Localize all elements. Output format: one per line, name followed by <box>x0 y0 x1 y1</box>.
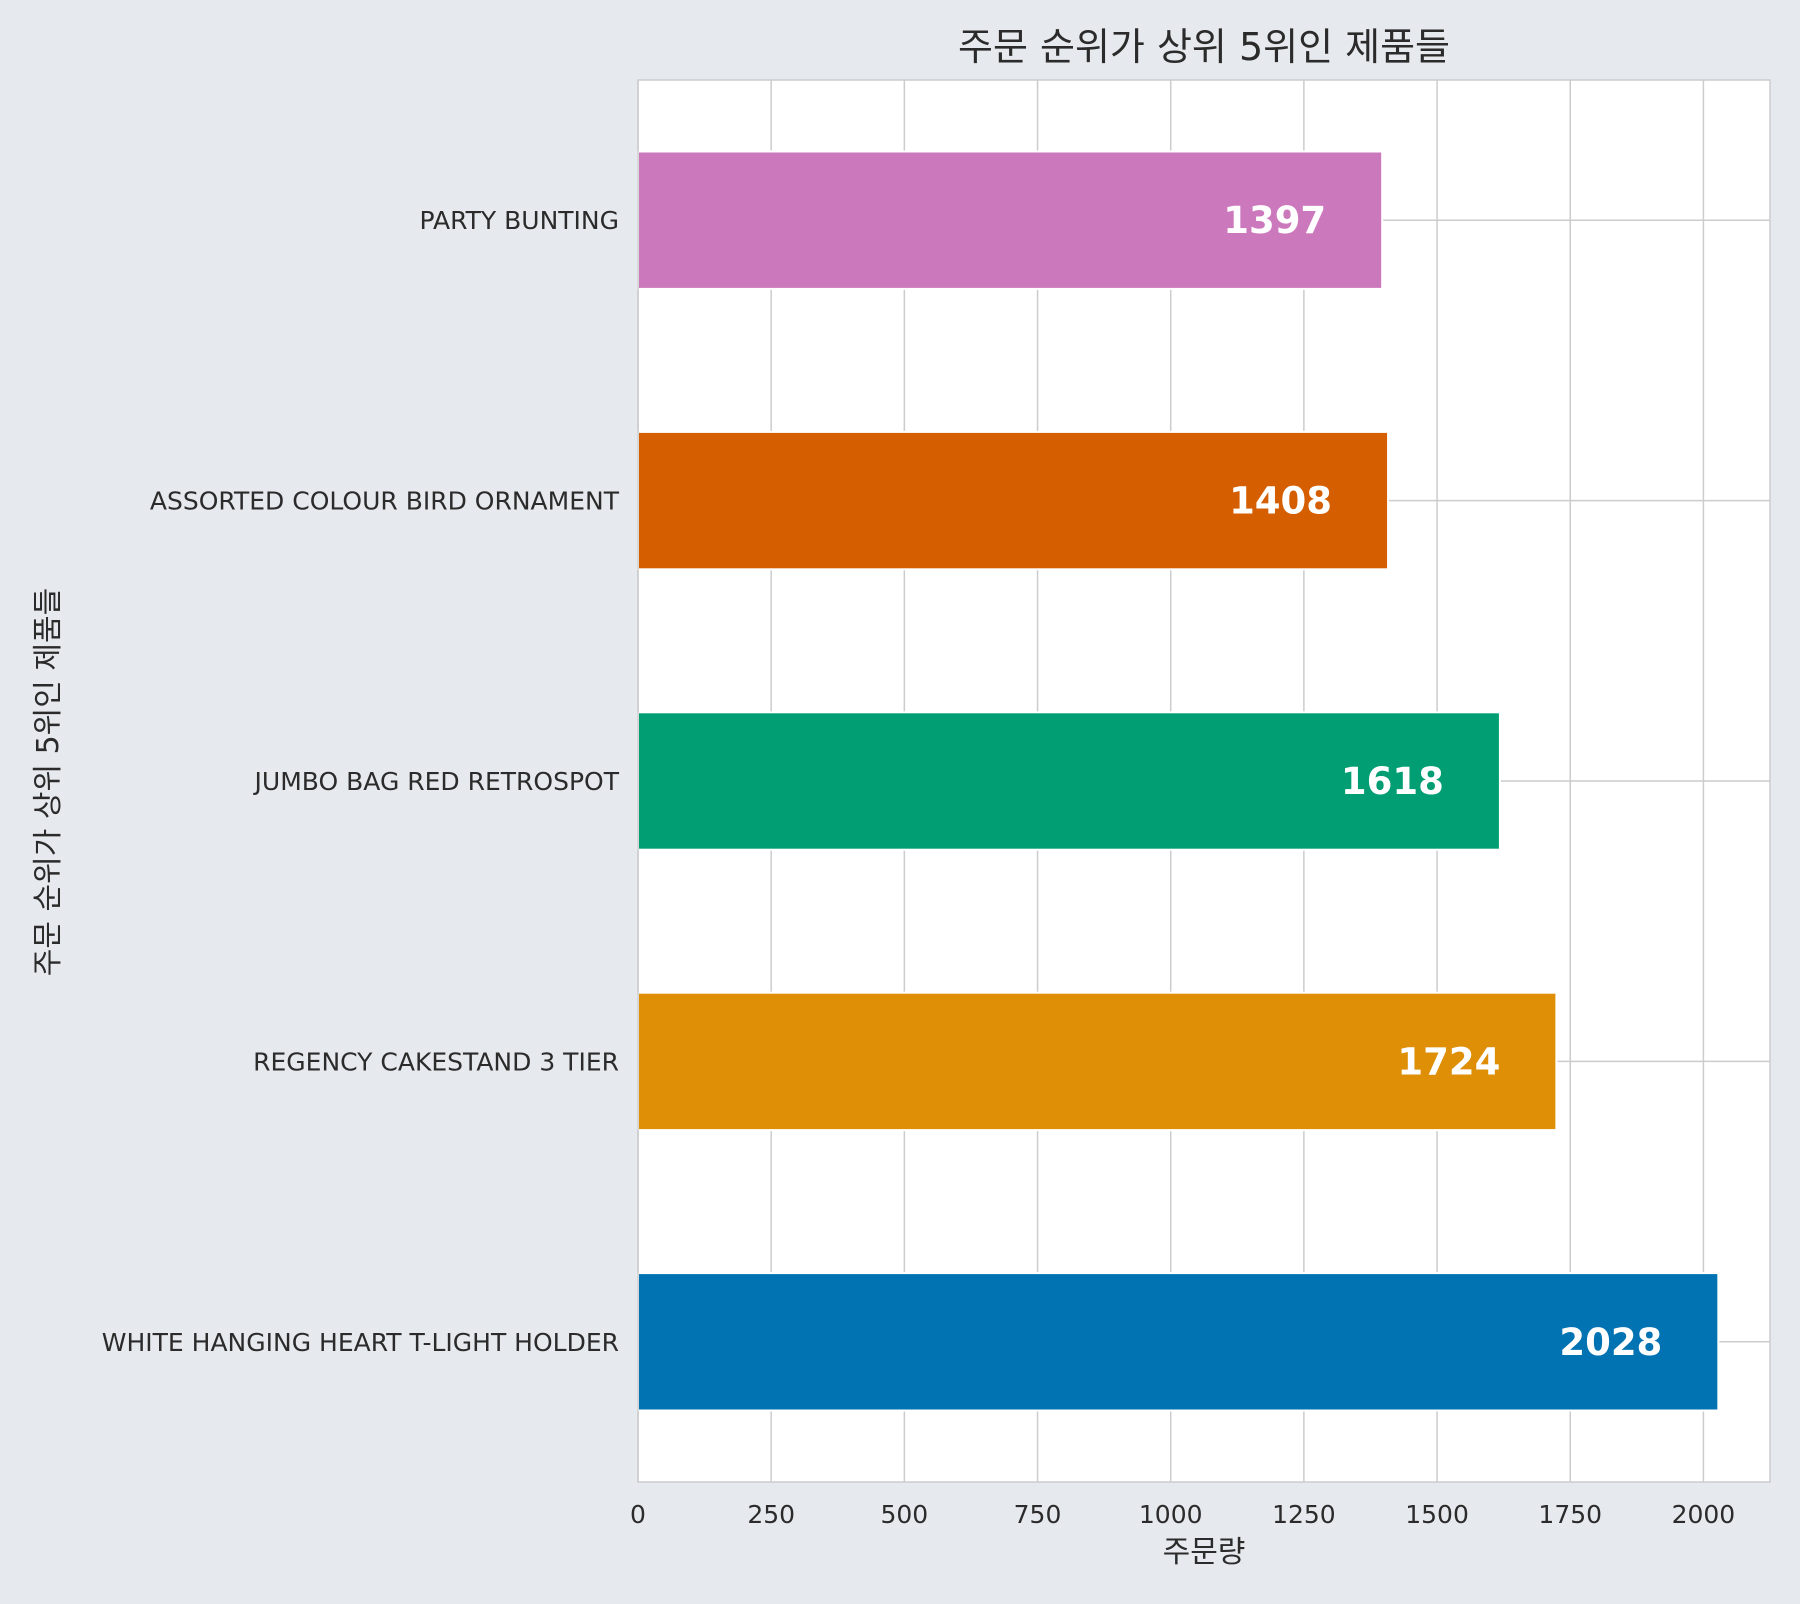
bar-value-label: 1724 <box>1397 1040 1500 1083</box>
bar <box>637 991 1558 1132</box>
x-tick-label: 750 <box>1014 1500 1062 1529</box>
plot-frame <box>637 79 1771 1483</box>
bar-value-label: 1397 <box>1223 199 1326 242</box>
bars: 1397 1408 1618 1724 2028 <box>637 150 1720 1412</box>
chart-title: 주문 순위가 상위 5위인 제품들 <box>958 25 1450 69</box>
x-tick-labels: 0 250 500 750 1000 1250 1500 1750 2000 <box>630 1500 1735 1529</box>
y-tick-label: JUMBO BAG RED RETROSPOT <box>253 767 620 796</box>
x-tick-label: 2000 <box>1672 1500 1736 1529</box>
y-tick-label: REGENCY CAKESTAND 3 TIER <box>253 1047 619 1076</box>
x-tick-label: 1750 <box>1538 1500 1602 1529</box>
bar <box>637 1272 1720 1412</box>
y-tick-label: ASSORTED COLOUR BIRD ORNAMENT <box>150 487 620 516</box>
y-tick-label: WHITE HANGING HEART T-LIGHT HOLDER <box>102 1328 619 1357</box>
bar-value-label: 1408 <box>1229 480 1332 523</box>
x-tick-label: 0 <box>630 1500 646 1529</box>
bar-value-label: 1618 <box>1341 760 1444 803</box>
x-tick-label: 1000 <box>1139 1500 1203 1529</box>
y-tick-labels: PARTY BUNTING ASSORTED COLOUR BIRD ORNAME… <box>102 206 620 1357</box>
x-tick-label: 500 <box>880 1500 928 1529</box>
y-tick-label: PARTY BUNTING <box>420 206 620 235</box>
x-axis-label: 주문량 <box>1163 1535 1246 1570</box>
bar <box>637 150 1384 290</box>
x-tick-label: 1500 <box>1405 1500 1469 1529</box>
x-tick-label: 250 <box>747 1500 795 1529</box>
y-axis-label: 주문 순위가 상위 5위인 제품들 <box>31 588 66 976</box>
x-tick-label: 1250 <box>1272 1500 1336 1529</box>
bar-value-label: 2028 <box>1559 1321 1662 1364</box>
